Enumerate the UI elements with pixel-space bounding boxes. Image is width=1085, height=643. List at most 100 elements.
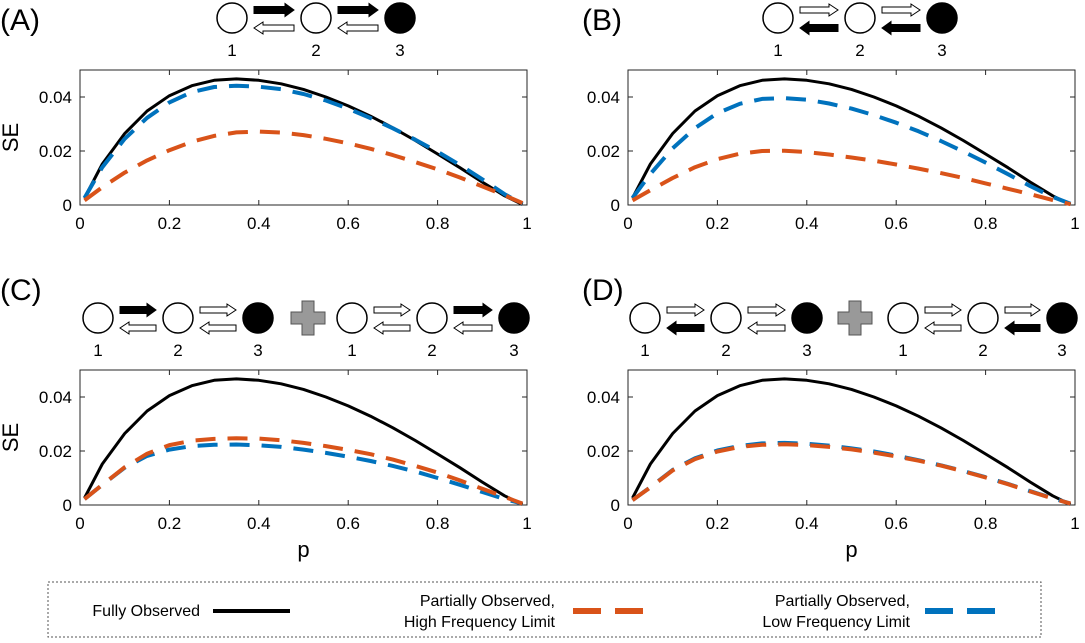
state-label: 3 [253, 341, 262, 360]
legend-fully-observed: Fully Observed [92, 603, 290, 620]
x-axis-label: p [297, 537, 309, 562]
state-label: 1 [898, 341, 907, 360]
backward-arrow-icon [199, 321, 237, 335]
backward-arrow-icon [747, 321, 786, 335]
y-tick-label: 0.04 [39, 88, 72, 107]
backward-arrow-icon [799, 20, 839, 36]
x-tick-label: 0 [75, 514, 84, 533]
backward-arrow-icon [881, 20, 921, 36]
state-diagram: 1 2 3 1 2 3 [629, 300, 1078, 360]
forward-arrow-icon [199, 303, 237, 317]
state-label: 2 [427, 341, 436, 360]
legend: Fully Observed Partially Observed, High Fr… [47, 581, 1042, 638]
state-label: 1 [773, 41, 782, 60]
legend-label: Fully Observed [92, 603, 200, 620]
legend-label: Low Frequency Limit [762, 614, 910, 631]
y-tick-label: 0 [611, 496, 620, 515]
forward-arrow-icon [453, 302, 493, 318]
x-tick-label: 0.8 [426, 514, 450, 533]
backward-arrow-icon [253, 21, 295, 35]
state-circle-icon [844, 2, 876, 34]
fully-observed-line [631, 77, 1072, 206]
state-label: 3 [802, 341, 811, 360]
legend-label: Partially Observed, [420, 593, 555, 610]
state-label: 1 [640, 341, 649, 360]
absorbing-state-icon [791, 302, 823, 334]
x-tick-label: 0.6 [336, 514, 360, 533]
x-tick-label: 0.6 [336, 214, 360, 233]
legend-label: Partially Observed, [775, 593, 910, 610]
state-circle-icon [300, 2, 332, 34]
forward-arrow-icon [119, 302, 157, 318]
y-tick-label: 0.02 [39, 442, 72, 461]
state-diagram: 1 2 3 [216, 2, 416, 60]
state-circle-icon [629, 302, 661, 334]
legend-high-frequency: Partially Observed, High Frequency Limit [404, 593, 655, 631]
state-label: 3 [1057, 341, 1066, 360]
panel-label: (C) [0, 274, 42, 307]
panel-label: (B) [582, 4, 622, 37]
state-label: 3 [395, 41, 404, 60]
state-circle-icon [216, 2, 248, 34]
x-tick-label: 1 [1070, 514, 1079, 533]
high-frequency-line [631, 442, 1072, 506]
x-tick-label: 0.8 [426, 214, 450, 233]
absorbing-state-icon [384, 2, 416, 34]
plot-axes: 0 0.2 0.4 0.6 0.8 1 0 0.02 0.04 SE p [0, 369, 532, 562]
y-tick-label: 0.04 [39, 388, 72, 407]
state-circle-icon [336, 302, 368, 334]
state-label: 2 [855, 41, 864, 60]
panels-layer: (A) 1 2 3 0 0.2 0.4 0.6 0.8 1 0 0.02 0.04 SE (B) 1 2 3 0 0.… [0, 2, 1080, 562]
x-tick-label: 0.6 [884, 514, 908, 533]
backward-arrow-icon [337, 21, 379, 35]
low-frequency-line [83, 442, 523, 506]
state-circle-icon [82, 302, 114, 334]
state-circle-icon [967, 302, 999, 334]
backward-arrow-icon [1004, 320, 1041, 336]
x-tick-label: 0.8 [974, 514, 998, 533]
panel-a: (A) 1 2 3 0 0.2 0.4 0.6 0.8 1 0 0.02 0.04 SE [0, 2, 532, 233]
forward-arrow-icon [253, 2, 295, 18]
panel-b: (B) 1 2 3 0 0.2 0.4 0.6 0.8 1 0 0.02 0.04 [582, 2, 1080, 233]
absorbing-state-icon [498, 302, 530, 334]
x-tick-label: 0.4 [795, 514, 819, 533]
plot-axes: 0 0.2 0.4 0.6 0.8 1 0 0.02 0.04 SE [0, 69, 532, 233]
backward-arrow-icon [666, 320, 705, 336]
low-frequency-line [630, 96, 1072, 206]
state-circle-icon [887, 302, 919, 334]
forward-arrow-icon [666, 303, 705, 317]
y-axis-label: SE [0, 123, 23, 152]
y-tick-label: 0.04 [587, 388, 620, 407]
state-circle-icon [162, 302, 194, 334]
high-frequency-line [83, 436, 524, 506]
x-tick-label: 0 [623, 514, 632, 533]
x-tick-label: 0.2 [158, 214, 182, 233]
x-tick-label: 1 [1070, 214, 1079, 233]
fully-observed-line [83, 77, 524, 206]
state-label: 2 [721, 341, 730, 360]
absorbing-state-icon [242, 302, 274, 334]
forward-arrow-icon [373, 303, 411, 317]
fully-observed-line [83, 377, 524, 506]
absorbing-state-icon [1046, 302, 1078, 334]
high-frequency-line [631, 148, 1071, 207]
forward-arrow-icon [924, 303, 962, 317]
plus-icon [837, 300, 873, 336]
forward-arrow-icon [337, 2, 379, 18]
panel-label: (A) [0, 4, 40, 37]
backward-arrow-icon [373, 321, 411, 335]
y-tick-label: 0.02 [587, 142, 620, 161]
x-tick-label: 0.2 [158, 514, 182, 533]
absorbing-state-icon [926, 2, 958, 34]
state-circle-icon [416, 302, 448, 334]
state-circle-icon [710, 302, 742, 334]
x-tick-label: 0.2 [706, 214, 730, 233]
fully-observed-line [631, 377, 1072, 506]
y-tick-label: 0.04 [587, 88, 620, 107]
y-tick-label: 0.02 [587, 442, 620, 461]
x-tick-label: 1 [522, 514, 531, 533]
legend-low-frequency: Partially Observed, Low Frequency Limit [762, 593, 1005, 631]
state-label: 2 [173, 341, 182, 360]
plus-icon [290, 300, 326, 336]
